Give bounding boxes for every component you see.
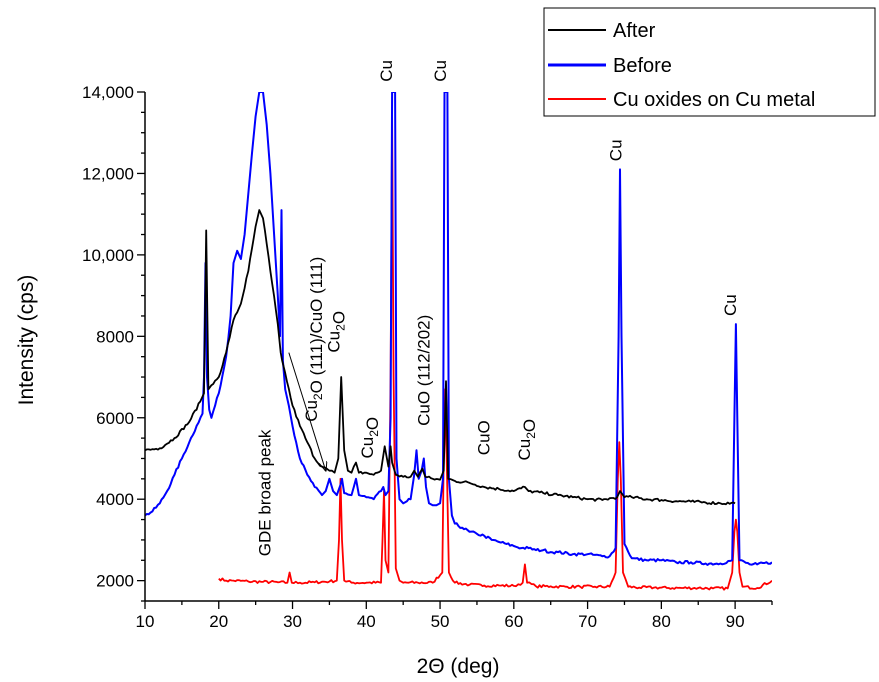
legend-label-before: Before bbox=[613, 55, 672, 77]
y-axis-title: Intensity (cps) bbox=[15, 275, 38, 406]
y-ticks: 2000 4000 6000 8000 10,000 12,000 14,000 bbox=[82, 83, 145, 602]
y-tick-label: 10,000 bbox=[82, 246, 134, 265]
peak-label: CuO (112/202) bbox=[415, 315, 434, 426]
y-tick-label: 4000 bbox=[96, 490, 134, 509]
peak-label: Cu2O bbox=[325, 311, 349, 353]
peak-label: GDE broad peak bbox=[255, 429, 274, 556]
peak-label: Cu2O bbox=[358, 417, 382, 459]
x-axis-title: 2Θ (deg) bbox=[417, 655, 500, 678]
peak-label: Cu2O (111)/CuO (111) bbox=[302, 257, 326, 422]
y-tick-label: 2000 bbox=[96, 572, 134, 591]
x-tick-label: 20 bbox=[209, 612, 228, 631]
series-line-after bbox=[145, 209, 736, 506]
x-ticks: 10 20 30 40 50 60 70 80 90 bbox=[136, 601, 773, 631]
x-tick-label: 50 bbox=[431, 612, 450, 631]
x-tick-label: 40 bbox=[357, 612, 376, 631]
peak-label: Cu bbox=[721, 294, 740, 316]
peak-label: Cu bbox=[607, 139, 626, 161]
x-tick-label: 70 bbox=[578, 612, 597, 631]
legend-label-cu-oxides: Cu oxides on Cu metal bbox=[613, 89, 815, 111]
annotation-arrow bbox=[288, 352, 326, 471]
peak-label: Cu bbox=[431, 60, 450, 82]
x-tick-label: 80 bbox=[652, 612, 671, 631]
y-tick-label: 14,000 bbox=[82, 83, 134, 102]
peak-label: Cu2O bbox=[515, 419, 539, 461]
legend-label-after: After bbox=[613, 20, 656, 42]
series-layer bbox=[145, 92, 772, 591]
x-tick-label: 90 bbox=[726, 612, 745, 631]
y-tick-label: 8000 bbox=[96, 327, 134, 346]
peak-label: Cu bbox=[377, 60, 396, 82]
series-line-cu-oxides-on-cu-metal bbox=[218, 115, 772, 591]
x-tick-label: 30 bbox=[283, 612, 302, 631]
x-tick-label: 60 bbox=[504, 612, 523, 631]
legend: After Before Cu oxides on Cu metal bbox=[543, 7, 876, 117]
peak-label: CuO bbox=[475, 420, 494, 455]
y-tick-label: 12,000 bbox=[82, 164, 134, 183]
y-tick-label: 6000 bbox=[96, 409, 134, 428]
series-line-before bbox=[145, 92, 772, 566]
x-tick-label: 10 bbox=[136, 612, 155, 631]
